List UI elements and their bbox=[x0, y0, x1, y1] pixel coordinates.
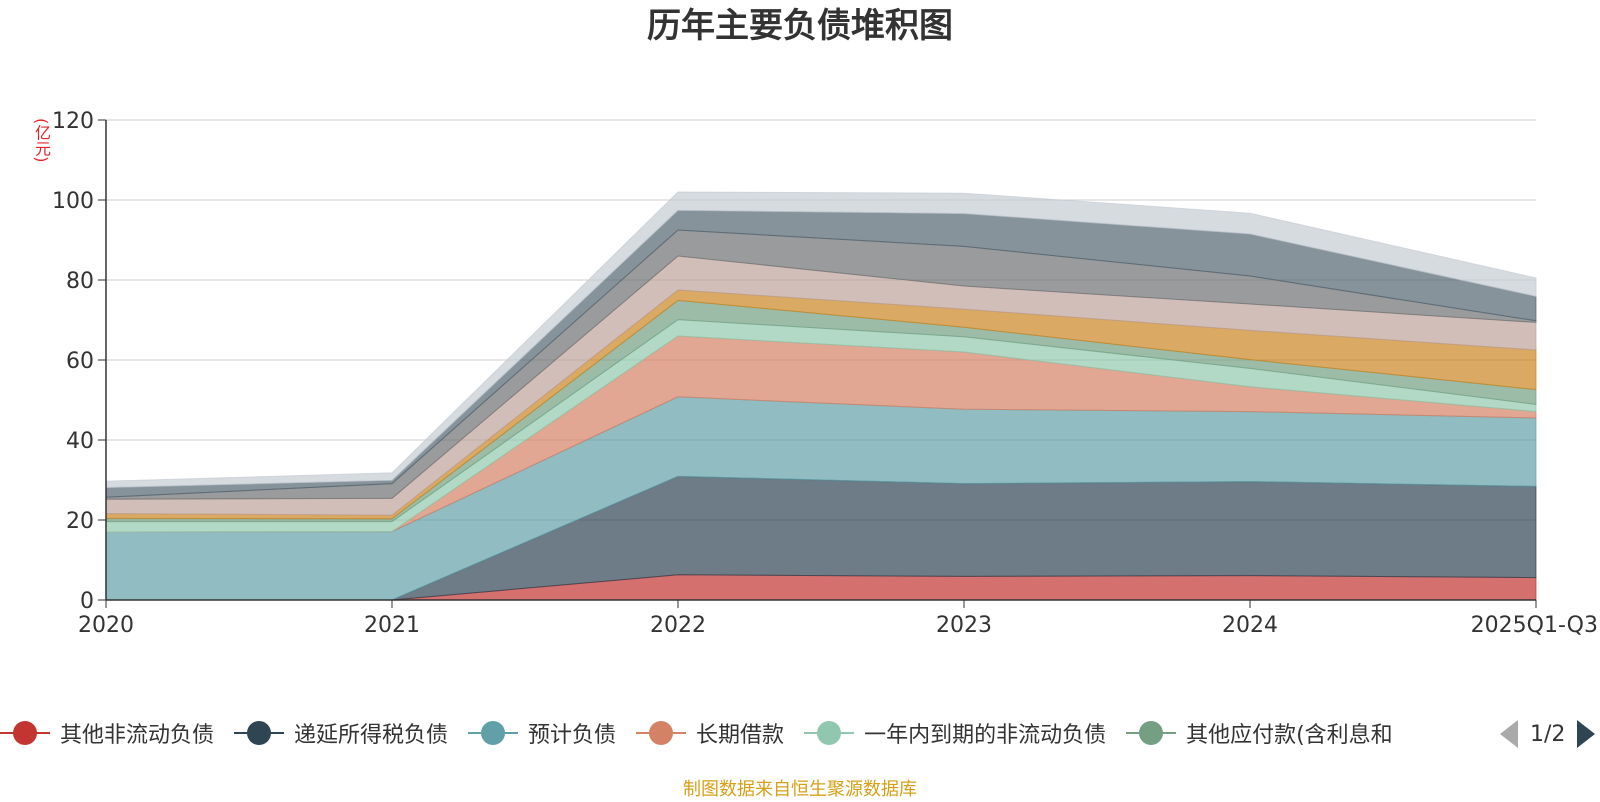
legend-marker-dot bbox=[1139, 721, 1164, 745]
y-tick-label: 40 bbox=[66, 429, 94, 454]
x-tick-label: 2023 bbox=[936, 613, 992, 638]
legend-next-page-icon[interactable] bbox=[1577, 720, 1596, 748]
legend-page-indicator: 1/2 bbox=[1530, 721, 1566, 747]
x-tick-label: 2025Q1-Q3 bbox=[1471, 613, 1598, 638]
legend-label: 预计负债 bbox=[528, 723, 617, 748]
legend-marker-icon bbox=[0, 720, 50, 746]
legend-label: 长期借款 bbox=[696, 723, 785, 748]
y-tick-label: 80 bbox=[66, 269, 94, 294]
legend-prev-page-icon[interactable] bbox=[1500, 720, 1518, 748]
legend-marker-dot bbox=[13, 721, 37, 745]
legend-marker-icon bbox=[234, 720, 285, 746]
legend-item[interactable]: 预计负债 bbox=[468, 717, 616, 749]
x-tick-label: 2020 bbox=[78, 613, 134, 638]
legend-item[interactable]: 一年内到期的非流动负债 bbox=[804, 717, 1106, 749]
legend-marker-dot bbox=[247, 721, 272, 745]
y-axis-unit-label: (亿元) bbox=[32, 118, 51, 163]
legend-marker-dot bbox=[817, 721, 842, 745]
legend-label: 递延所得税负债 bbox=[294, 723, 449, 748]
legend-item[interactable]: 其他非流动负债 bbox=[0, 717, 214, 749]
y-tick-label: 100 bbox=[52, 189, 94, 214]
legend-marker-dot bbox=[649, 721, 674, 745]
legend-marker-icon bbox=[468, 720, 519, 746]
area-series-group bbox=[105, 191, 1537, 601]
y-tick-label: 20 bbox=[66, 509, 94, 534]
x-tick-label: 2024 bbox=[1222, 613, 1278, 638]
chart-title: 历年主要负债堆积图 bbox=[647, 6, 953, 46]
x-tick-label: 2021 bbox=[364, 613, 420, 638]
legend-item[interactable]: 递延所得税负债 bbox=[234, 717, 448, 749]
legend-marker-icon bbox=[804, 720, 855, 746]
legend-marker-dot bbox=[481, 721, 506, 745]
legend-marker-icon bbox=[1126, 720, 1177, 746]
y-tick-label: 120 bbox=[52, 109, 94, 134]
y-tick-label: 60 bbox=[66, 349, 94, 374]
data-source-note: 制图数据来自恒生聚源数据库 bbox=[683, 779, 917, 800]
area-系列11[interactable] bbox=[105, 191, 1537, 489]
legend-label: 其他非流动负债 bbox=[60, 723, 215, 748]
legend-item[interactable]: 其他应付款(含利息和 bbox=[1126, 717, 1393, 749]
legend-label: 其他应付款(含利息和 bbox=[1186, 723, 1393, 748]
x-tick-label: 2022 bbox=[650, 613, 706, 638]
legend-marker-icon bbox=[636, 720, 687, 746]
legend-pager: 1/2 bbox=[1500, 716, 1600, 752]
y-tick-label: 0 bbox=[80, 589, 94, 614]
legend-item[interactable]: 长期借款 bbox=[636, 717, 784, 749]
legend-label: 一年内到期的非流动负债 bbox=[864, 723, 1107, 748]
legend: 其他非流动负债 递延所得税负债 预计负债 长期借款 一年内到期的非流动负债 其他应付款(含… bbox=[0, 713, 1600, 753]
